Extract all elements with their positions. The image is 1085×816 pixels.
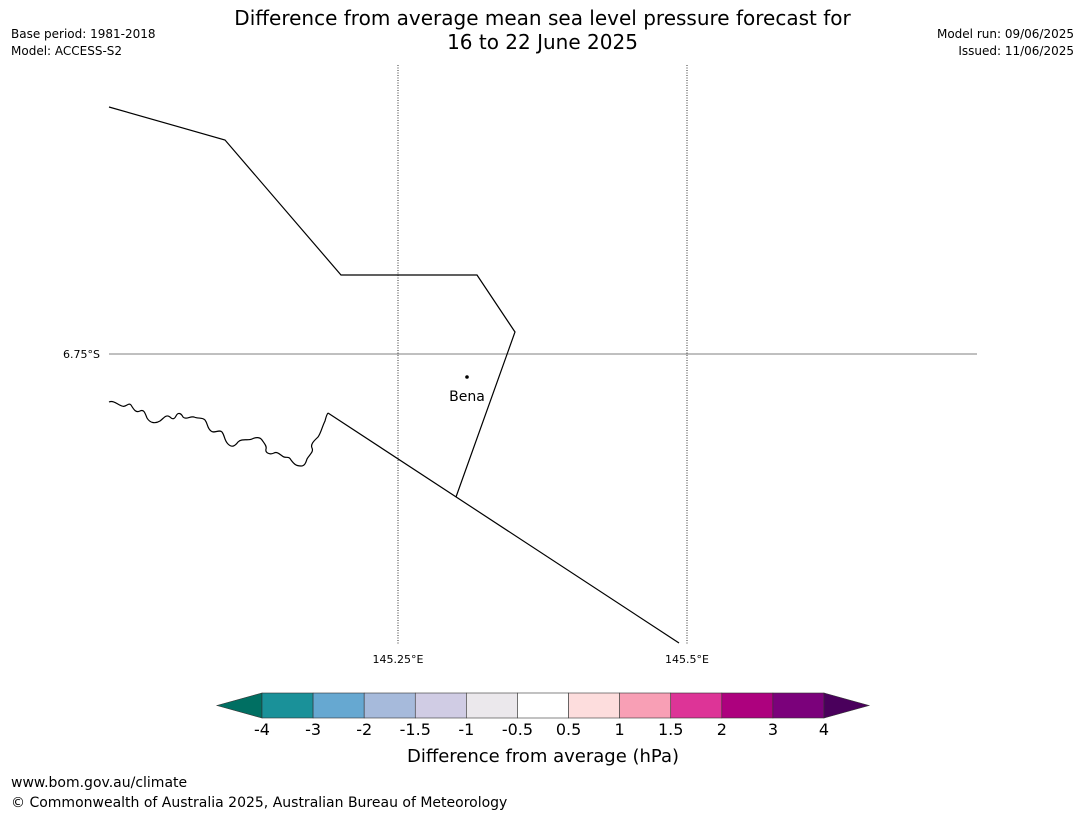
colorbar-tick-label: -1.5: [400, 720, 431, 739]
title-line-1: Difference from average mean sea level p…: [234, 6, 851, 30]
colorbar-box-1: [312, 692, 365, 719]
colorbar-extend-high: [823, 692, 871, 719]
meta-left: Base period: 1981-2018 Model: ACCESS-S2: [11, 26, 156, 60]
bena-marker: [465, 375, 469, 379]
model-run: Model run: 09/06/2025: [936, 27, 1074, 41]
meta-right: Model run: 09/06/2025 Issued: 11/06/2025: [937, 26, 1074, 60]
colorbar-tick-label: 1.5: [658, 720, 683, 739]
river-boundary: [108, 400, 329, 467]
issued-date: Issued: 11/06/2025: [958, 44, 1074, 58]
colorbar-tick-label: 2: [717, 720, 727, 739]
colorbar-box-7: [619, 692, 672, 719]
colorbar-box-5: [517, 692, 569, 719]
colorbar-box-4: [466, 692, 518, 719]
bena-label: Bena: [449, 389, 485, 405]
model-name: Model: ACCESS-S2: [11, 44, 123, 58]
colorbar-tick-label: -0.5: [502, 720, 533, 739]
colorbar-box-2: [363, 692, 416, 719]
colorbar-boxes: [261, 692, 825, 719]
footer-url[interactable]: www.bom.gov.au/climate: [11, 775, 188, 791]
colorbar-ticks: -4 -3 -2 -1.5 -1 -0.5 0.5 1 1.5 2 3 4: [254, 720, 829, 739]
colorbar-box-0: [261, 692, 314, 719]
colorbar-tick-label: 3: [768, 720, 778, 739]
colorbar-title: Difference from average (hPa): [407, 746, 679, 767]
province-boundary-1: [108, 106, 516, 498]
colorbar-tick-label: 0.5: [556, 720, 581, 739]
colorbar-box-10: [772, 692, 825, 719]
colorbar-extend-low: [215, 692, 263, 719]
colorbar-tick-label: -3: [305, 720, 321, 739]
lat-label-6.75S: 6.75°S: [63, 348, 100, 361]
title-line-2: 16 to 22 June 2025: [447, 30, 638, 54]
lon-label-145.25E: 145.25°E: [373, 653, 424, 666]
colorbar-tick-label: -4: [254, 720, 270, 739]
colorbar-tick-label: 1: [615, 720, 625, 739]
map-title: Difference from average mean sea level p…: [180, 6, 905, 54]
colorbar-box-6: [568, 692, 620, 719]
lon-label-145.5E: 145.5°E: [665, 653, 709, 666]
base-period: Base period: 1981-2018: [11, 27, 156, 41]
colorbar-box-3: [414, 692, 467, 719]
colorbar: -4 -3 -2 -1.5 -1 -0.5 0.5 1 1.5 2 3 4 Difference fr…: [215, 692, 871, 767]
colorbar-tick-label: -2: [356, 720, 372, 739]
colorbar-tick-label: -1: [458, 720, 474, 739]
colorbar-box-9: [721, 692, 774, 719]
province-boundary-2: [327, 412, 680, 644]
colorbar-box-8: [670, 692, 723, 719]
footer-copyright: © Commonwealth of Australia 2025, Austra…: [11, 795, 508, 811]
colorbar-tick-label: 4: [819, 720, 829, 739]
